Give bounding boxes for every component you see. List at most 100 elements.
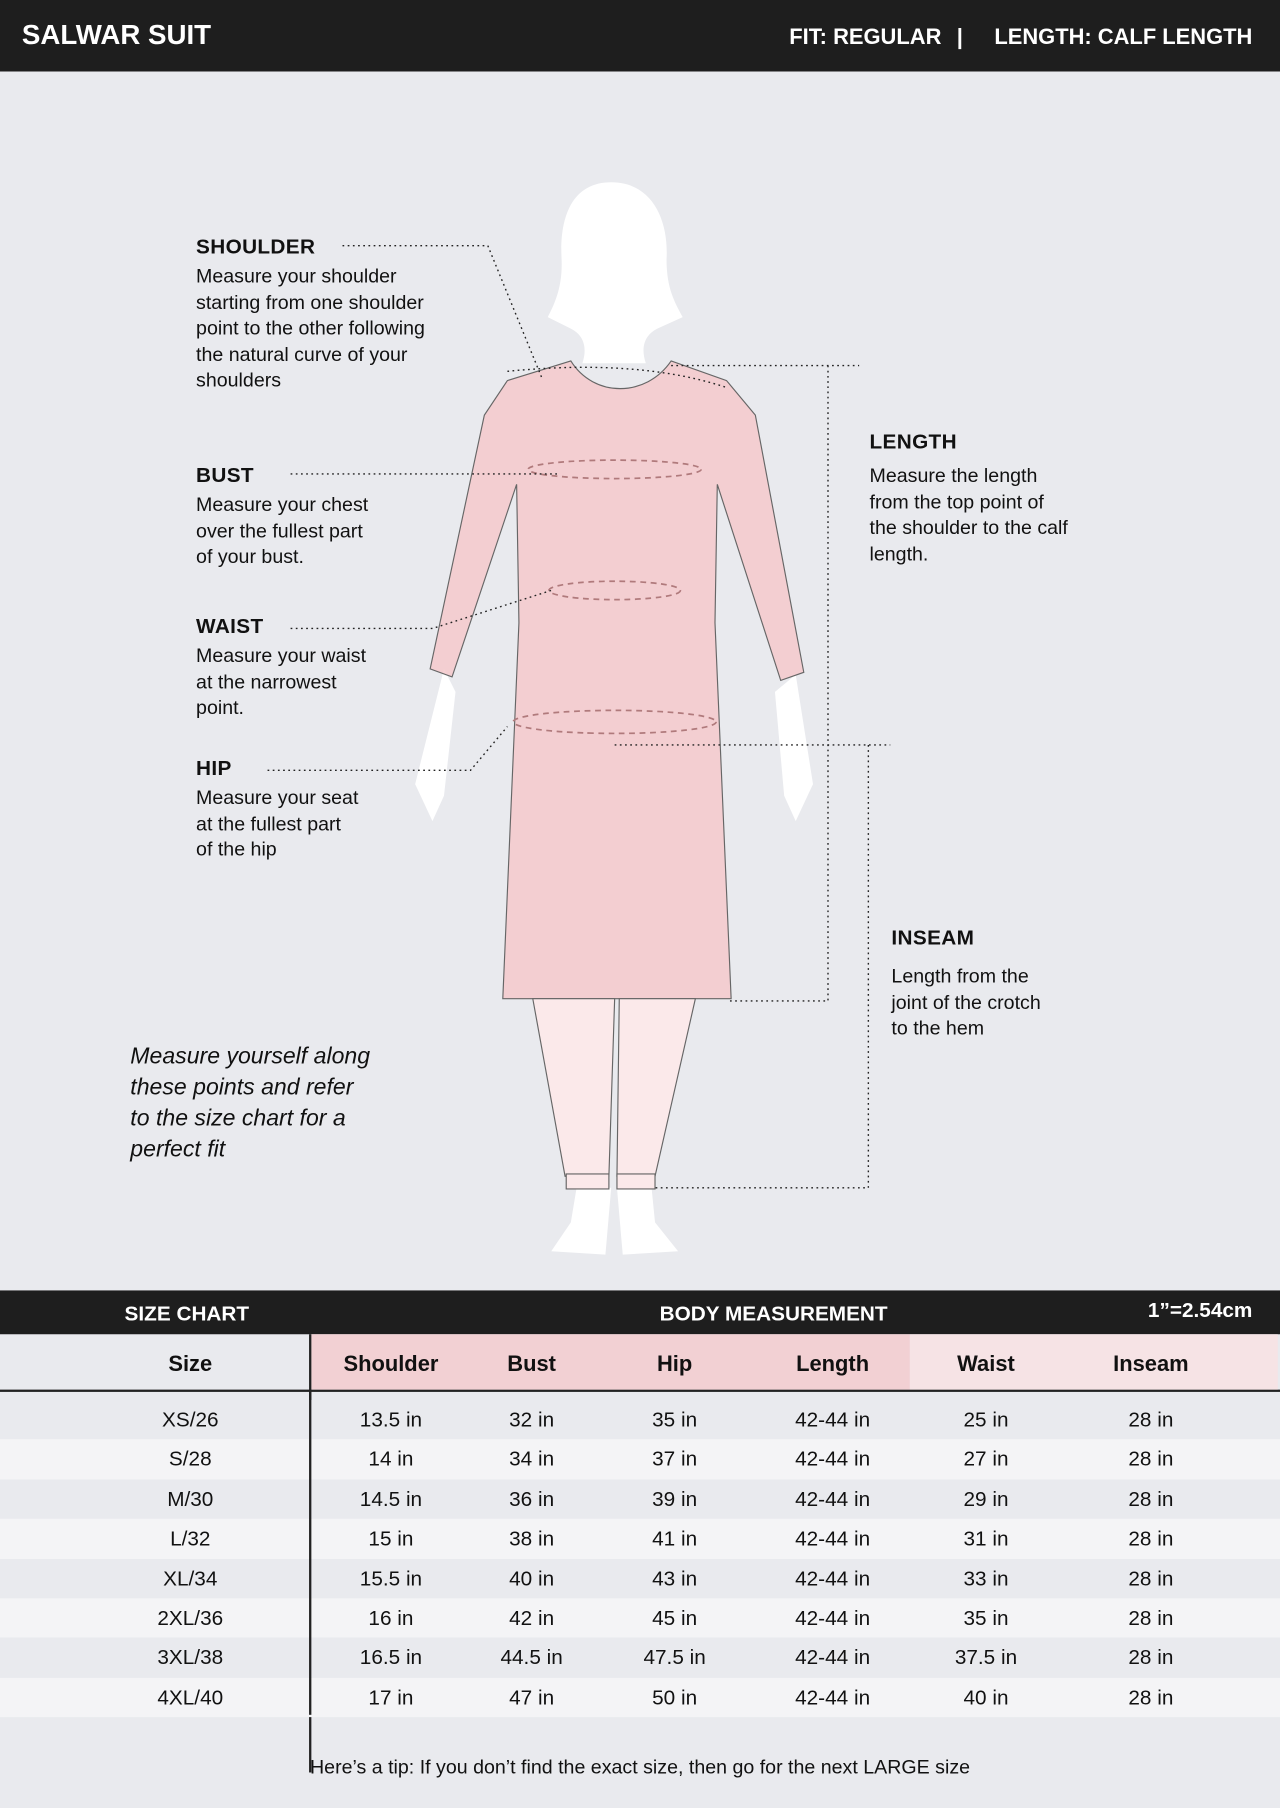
- table-row: XS/26 13.5 in 32 in 35 in 42-44 in 25 in 28 in: [0, 1399, 1280, 1440]
- shoulder-label: SHOULDER: [196, 235, 316, 259]
- cell-inseam: 28 in: [1128, 1685, 1174, 1709]
- cell-size: XL/34: [163, 1566, 218, 1590]
- waist-label: WAIST: [196, 614, 264, 638]
- cell-waist: 29 in: [963, 1487, 1009, 1511]
- cell-inseam: 28 in: [1128, 1487, 1174, 1511]
- shoulder-description: Measure your shoulder starting from one …: [196, 264, 425, 394]
- cell-shoulder: 14.5 in: [359, 1487, 423, 1511]
- cell-bust: 32 in: [509, 1408, 555, 1432]
- cell-shoulder: 13.5 in: [359, 1408, 423, 1432]
- cell-waist: 31 in: [963, 1527, 1009, 1551]
- cell-inseam: 28 in: [1128, 1527, 1174, 1551]
- cell-length: 42-44 in: [795, 1606, 871, 1630]
- cell-bust: 38 in: [509, 1527, 555, 1551]
- cell-inseam: 28 in: [1128, 1408, 1174, 1432]
- length-guide-label: LENGTH: [869, 430, 957, 454]
- cell-length: 42-44 in: [795, 1527, 871, 1551]
- text-line: Length from the: [891, 965, 1029, 988]
- cell-shoulder: 16.5 in: [359, 1646, 423, 1670]
- text-line: Measure yourself along: [130, 1043, 371, 1070]
- hip-description: Measure your seat at the fullest part of…: [196, 785, 358, 863]
- cell-waist: 37.5 in: [954, 1646, 1018, 1670]
- cell-size: S/28: [168, 1447, 212, 1471]
- bust-guide: BUST Measure your chest over the fullest…: [196, 464, 368, 571]
- cell-hip: 37 in: [652, 1447, 698, 1471]
- fit-info: FIT: REGULAR | LENGTH: CALF LENGTH: [789, 25, 1252, 50]
- text-line: over the fullest part: [196, 519, 363, 542]
- fit-label: FIT: REGULAR: [789, 25, 942, 50]
- header-bar: SALWAR SUIT FIT: REGULAR | LENGTH: CALF …: [0, 0, 1280, 72]
- bust-label: BUST: [196, 463, 254, 487]
- cell-bust: 44.5 in: [500, 1646, 563, 1670]
- text-line: of the hip: [196, 838, 277, 861]
- cell-waist: 27 in: [963, 1447, 1009, 1471]
- text-line: point to the other following: [196, 317, 425, 340]
- cell-hip: 41 in: [652, 1527, 698, 1551]
- cell-length: 42-44 in: [795, 1487, 871, 1511]
- cell-hip: 43 in: [652, 1566, 698, 1590]
- table-row: L/32 15 in 38 in 41 in 42-44 in 31 in 28 in: [0, 1518, 1280, 1559]
- inseam-description: Length from the joint of the crotch to t…: [891, 964, 1040, 1042]
- cell-length: 42-44 in: [795, 1566, 871, 1590]
- shoulder-guide: SHOULDER Measure your shoulder starting …: [196, 235, 425, 394]
- text-line: of your bust.: [196, 545, 304, 568]
- cell-size: 3XL/38: [157, 1646, 224, 1670]
- text-line: point.: [196, 696, 245, 719]
- hip-guide: HIP Measure your seat at the fullest par…: [196, 756, 358, 863]
- cell-bust: 34 in: [509, 1447, 555, 1471]
- cell-bust: 36 in: [509, 1487, 555, 1511]
- column-header-bust: Bust: [507, 1352, 556, 1377]
- text-line: Measure your chest: [196, 493, 369, 516]
- length-label: LENGTH: CALF LENGTH: [994, 25, 1253, 50]
- cell-size: XS/26: [161, 1408, 219, 1432]
- cell-bust: 42 in: [509, 1606, 555, 1630]
- text-line: Measure the length: [869, 464, 1038, 487]
- measure-loops: [512, 459, 718, 735]
- text-line: Measure your shoulder: [196, 265, 397, 288]
- cell-hip: 50 in: [652, 1685, 698, 1709]
- table-row: XL/34 15.5 in 40 in 43 in 42-44 in 33 in 28 in: [0, 1558, 1280, 1599]
- cell-hip: 45 in: [652, 1606, 698, 1630]
- text-line: to the size chart for a: [130, 1105, 346, 1132]
- leader-lines: [267, 244, 891, 1189]
- text-line: to the hem: [891, 1017, 985, 1040]
- text-line: starting from one shoulder: [196, 291, 424, 314]
- cell-inseam: 28 in: [1128, 1566, 1174, 1590]
- text-line: from the top point of: [869, 490, 1044, 513]
- cell-size: L/32: [170, 1527, 211, 1551]
- cell-shoulder: 17 in: [368, 1685, 414, 1709]
- size-chart-bar: SIZE CHART BODY MEASUREMENT 1”=2.54cm: [0, 1290, 1280, 1335]
- cell-hip: 47.5 in: [643, 1646, 706, 1670]
- cell-waist: 25 in: [963, 1408, 1009, 1432]
- text-line: the shoulder to the calf: [869, 516, 1068, 539]
- text-line: these points and refer: [130, 1074, 354, 1101]
- size-chart-title: SIZE CHART: [124, 1301, 250, 1326]
- table-header: Size Shoulder Bust Hip Length Waist Inse…: [0, 1334, 1280, 1773]
- cell-waist: 35 in: [963, 1606, 1009, 1630]
- cell-shoulder: 16 in: [368, 1606, 414, 1630]
- length-description: Measure the length from the top point of…: [870, 464, 1068, 568]
- column-header-waist: Waist: [957, 1352, 1015, 1377]
- text-line: Measure your waist: [196, 644, 367, 667]
- text-line: Measure your seat: [196, 786, 359, 809]
- cell-shoulder: 15 in: [368, 1527, 414, 1551]
- cell-size: 4XL/40: [157, 1685, 224, 1709]
- separator: |: [956, 25, 963, 50]
- bust-description: Measure your chest over the fullest part…: [196, 492, 368, 570]
- table-row: S/28 14 in 34 in 37 in 42-44 in 27 in 28 in: [0, 1439, 1280, 1480]
- text-line: perfect fit: [130, 1137, 226, 1163]
- table-row: M/30 14.5 in 36 in 39 in 42-44 in 29 in 28 in: [0, 1479, 1280, 1519]
- cell-inseam: 28 in: [1128, 1606, 1174, 1630]
- column-header-inseam: Inseam: [1113, 1352, 1189, 1377]
- table-row: 3XL/38 16.5 in 44.5 in 47.5 in 42-44 in 37.5 …: [0, 1637, 1280, 1678]
- cell-waist: 33 in: [963, 1566, 1009, 1590]
- measure-note: Measure yourself along these points and …: [130, 1041, 370, 1166]
- text-line: shoulders: [196, 369, 282, 391]
- cell-shoulder: 14 in: [368, 1447, 414, 1471]
- kurta-garment: [429, 360, 805, 1190]
- column-header-length: Length: [796, 1352, 870, 1377]
- text-line: joint of the crotch: [891, 991, 1041, 1014]
- length-guide: LENGTH Measure the length from the top p…: [870, 430, 1068, 567]
- cell-inseam: 28 in: [1128, 1447, 1174, 1471]
